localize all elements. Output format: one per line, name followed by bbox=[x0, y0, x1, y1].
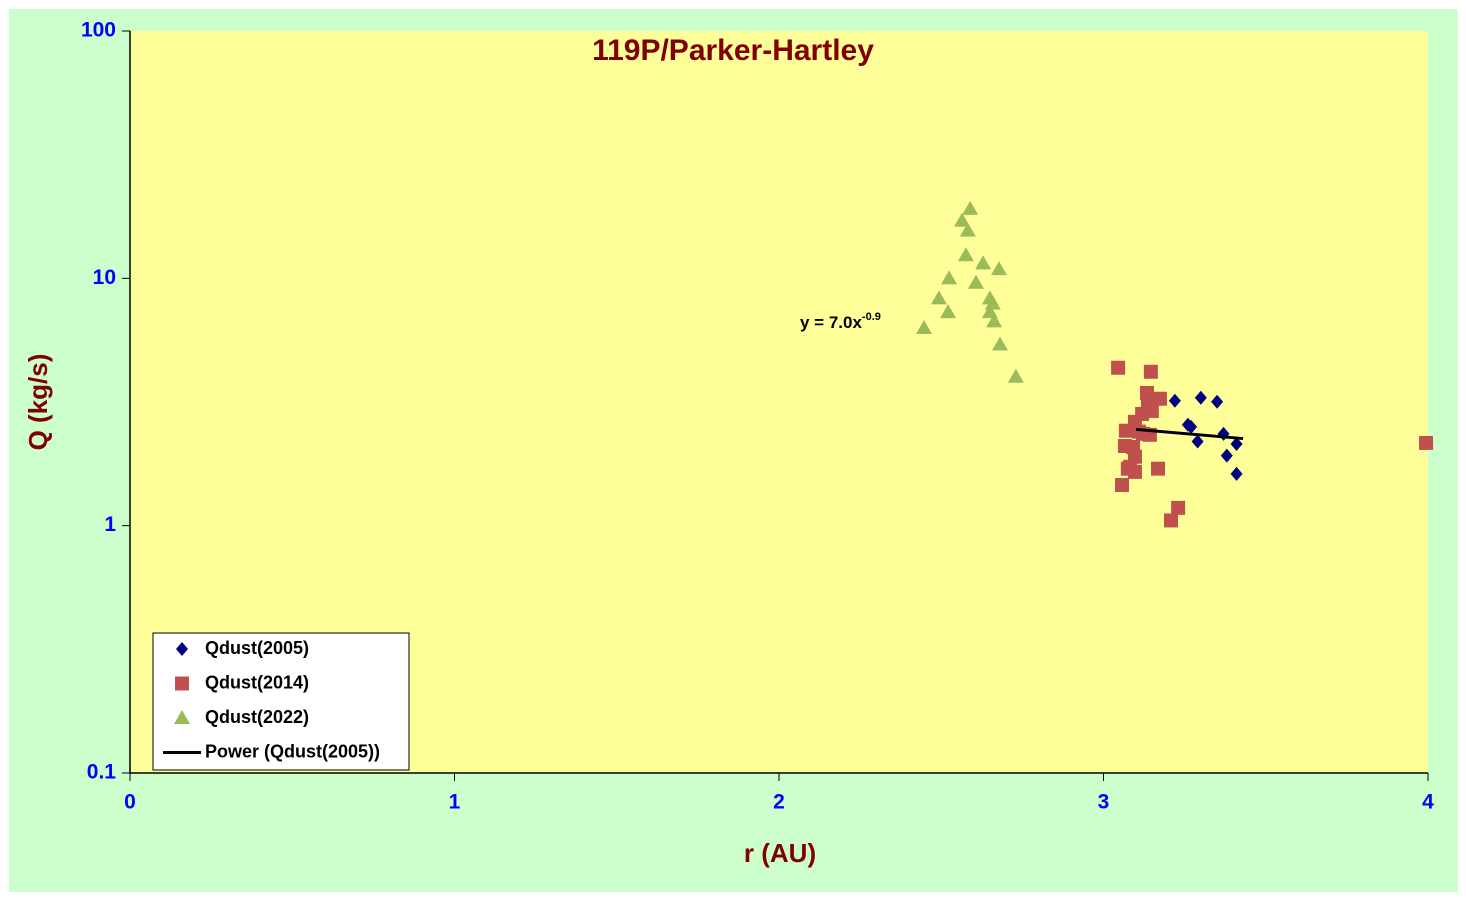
legend-label: Qdust(2014) bbox=[205, 672, 309, 692]
triangle-marker bbox=[941, 270, 958, 285]
square-marker bbox=[1163, 513, 1178, 528]
triangle-marker bbox=[962, 200, 979, 215]
triangle-marker bbox=[940, 304, 957, 319]
diamond-marker bbox=[176, 642, 188, 656]
triangle-marker bbox=[991, 336, 1008, 351]
square-marker bbox=[1118, 423, 1133, 438]
legend-label: Qdust(2022) bbox=[205, 707, 309, 727]
diamond-marker bbox=[1185, 419, 1198, 434]
square-marker bbox=[1111, 360, 1126, 375]
x-tick-label: 2 bbox=[773, 791, 785, 814]
x-tick-label: 4 bbox=[1422, 791, 1434, 814]
y-tick-label: 100 bbox=[81, 19, 116, 42]
y-tick-label: 0.1 bbox=[87, 761, 117, 784]
diamond-marker bbox=[1211, 394, 1224, 409]
square-marker bbox=[175, 676, 189, 691]
triangle-marker bbox=[986, 313, 1003, 328]
triangle-marker bbox=[916, 319, 933, 334]
triangle-marker bbox=[959, 222, 976, 237]
x-axis-label: r (AU) bbox=[744, 838, 816, 868]
square-marker bbox=[1114, 478, 1129, 493]
triangle-marker bbox=[930, 290, 947, 305]
square-marker bbox=[1143, 364, 1158, 379]
equation-exponent: -0.9 bbox=[862, 311, 881, 323]
diamond-marker bbox=[1230, 466, 1243, 481]
diamond-marker bbox=[1194, 390, 1207, 405]
x-tick-label: 3 bbox=[1098, 791, 1110, 814]
x-tick-label: 0 bbox=[124, 791, 136, 814]
y-tick-label: 1 bbox=[104, 513, 116, 536]
triangle-marker bbox=[967, 274, 984, 289]
legend-label: Qdust(2005) bbox=[205, 638, 309, 658]
triangle-marker bbox=[1007, 368, 1024, 383]
square-marker bbox=[1419, 435, 1434, 450]
square-marker bbox=[1171, 500, 1186, 515]
y-tick-label: 10 bbox=[93, 266, 116, 289]
trendline bbox=[1135, 427, 1244, 441]
equation-text: y = 7.0x bbox=[800, 313, 862, 332]
x-tick-label: 1 bbox=[449, 791, 461, 814]
chart-title: 119P/Parker-Hartley bbox=[592, 34, 874, 67]
legend-label: Power (Qdust(2005)) bbox=[205, 741, 380, 761]
triangle-marker bbox=[957, 247, 974, 262]
triangle-marker bbox=[975, 255, 992, 270]
square-marker bbox=[1151, 461, 1166, 476]
diamond-marker bbox=[1191, 434, 1204, 449]
triangle-marker bbox=[954, 212, 971, 227]
legend-box bbox=[152, 632, 410, 771]
square-marker bbox=[1152, 391, 1167, 406]
trendline-equation: y = 7.0x-0.9 bbox=[800, 311, 881, 333]
square-marker bbox=[1127, 464, 1142, 479]
y-axis-label: Q (kg/s) bbox=[23, 354, 53, 451]
diamond-marker bbox=[1220, 448, 1233, 463]
diamond-marker bbox=[1168, 393, 1181, 408]
diamond-marker bbox=[1230, 436, 1243, 451]
triangle-marker bbox=[174, 710, 190, 724]
triangle-marker bbox=[991, 261, 1008, 276]
